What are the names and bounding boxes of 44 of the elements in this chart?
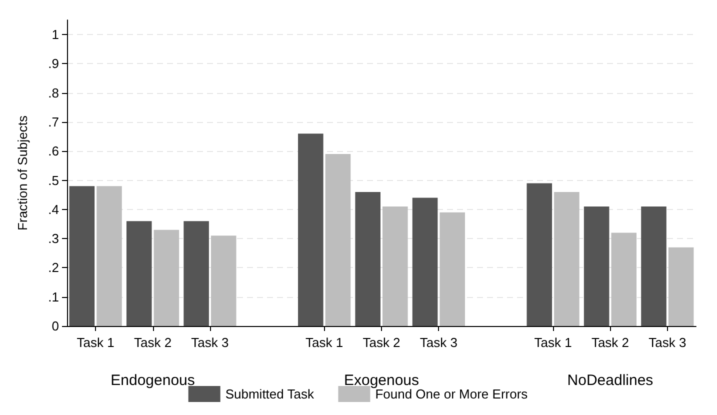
bar bbox=[298, 134, 324, 326]
bar bbox=[584, 206, 610, 326]
bar bbox=[355, 192, 380, 326]
y-tick-label: 1 bbox=[52, 27, 59, 42]
bar bbox=[554, 192, 580, 326]
bar bbox=[210, 236, 236, 326]
bar bbox=[611, 232, 637, 326]
y-tick-label: .1 bbox=[48, 289, 59, 304]
text: Exogenous bbox=[344, 372, 420, 389]
bar bbox=[412, 198, 438, 326]
legend-label: Submitted Task bbox=[225, 386, 314, 402]
x-tick-label: Task 1 bbox=[76, 335, 114, 350]
legend-label: Found One or More Errors bbox=[375, 386, 528, 402]
x-tick-label: Task 2 bbox=[591, 335, 630, 350]
x-tick-label: Task 1 bbox=[306, 335, 344, 350]
bar bbox=[184, 221, 209, 326]
bar bbox=[126, 221, 152, 326]
bar bbox=[526, 183, 552, 326]
bar bbox=[668, 247, 694, 326]
y-tick-label: .2 bbox=[48, 260, 59, 276]
y-axis-title: Fraction of Subjects bbox=[15, 115, 30, 230]
x-tick-label: Task 2 bbox=[134, 335, 172, 350]
bar bbox=[641, 206, 666, 326]
bar bbox=[440, 212, 465, 326]
x-tick-label: Task 1 bbox=[534, 335, 572, 350]
y-tick-label: .5 bbox=[48, 172, 59, 188]
y-tick-label: .4 bbox=[48, 202, 59, 217]
y-tick-label: .3 bbox=[48, 231, 59, 246]
y-tick-label: .8 bbox=[48, 85, 59, 100]
bar bbox=[154, 230, 180, 326]
y-tick-label: .9 bbox=[48, 56, 59, 72]
bar bbox=[382, 206, 408, 326]
x-tick-label: Task 3 bbox=[191, 335, 229, 350]
y-tick-label: .6 bbox=[48, 144, 59, 159]
bar bbox=[96, 186, 122, 326]
text: Endogenous bbox=[110, 372, 195, 389]
y-tick-label: .7 bbox=[48, 114, 59, 130]
bar bbox=[325, 154, 351, 326]
bar bbox=[69, 186, 95, 326]
x-tick-label: Task 3 bbox=[648, 335, 686, 350]
text: NoDeadlines bbox=[567, 372, 654, 389]
x-tick-label: Task 2 bbox=[362, 335, 400, 350]
x-tick-label: Task 3 bbox=[420, 335, 458, 350]
y-tick-label: 0 bbox=[52, 318, 59, 334]
